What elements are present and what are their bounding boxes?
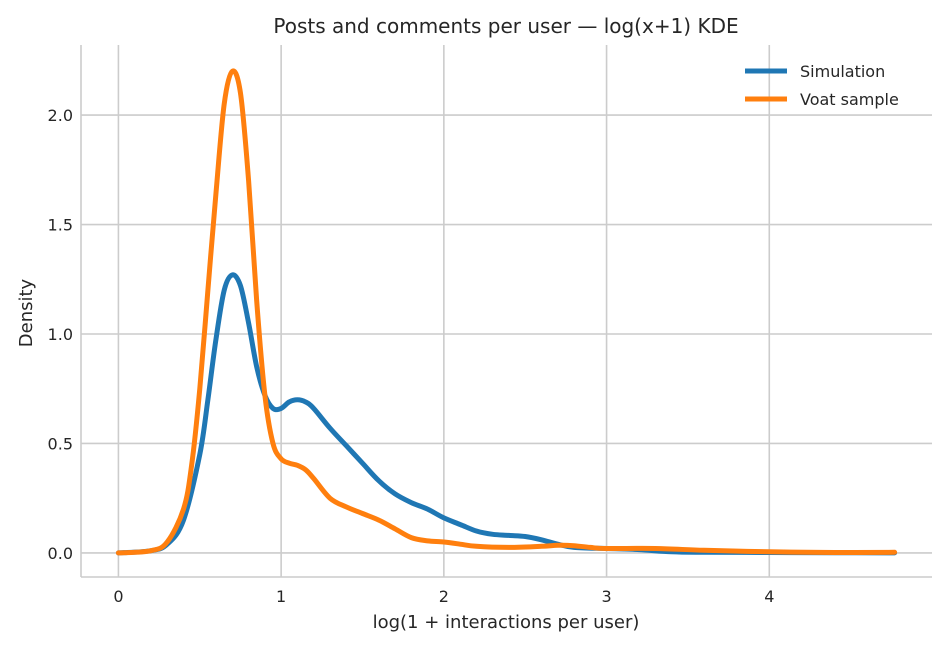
chart-title: Posts and comments per user — log(x+1) K… <box>273 14 738 38</box>
x-tick-label: 4 <box>764 587 774 606</box>
y-tick-label: 1.5 <box>48 216 73 235</box>
y-axis-title: Density <box>16 278 37 347</box>
axis-spines <box>80 45 932 578</box>
tick-labels: 0 1 2 3 4 0.0 0.5 1.0 1.5 2.0 <box>48 106 775 606</box>
x-tick-label: 3 <box>601 587 611 606</box>
series-layer <box>115 68 898 556</box>
legend-label: Simulation <box>800 62 885 81</box>
x-tick-label: 2 <box>439 587 449 606</box>
y-tick-label: 1.0 <box>48 325 73 344</box>
x-tick-label: 1 <box>276 587 286 606</box>
y-tick-label: 2.0 <box>48 106 73 125</box>
series-line-voat-sample <box>115 68 898 556</box>
x-tick-label: 0 <box>113 587 123 606</box>
legend-label: Voat sample <box>800 90 899 109</box>
grid-lines <box>81 45 932 577</box>
y-tick-label: 0.0 <box>48 544 73 563</box>
legend: Simulation Voat sample <box>745 62 899 109</box>
series-line-simulation <box>115 272 898 556</box>
y-tick-label: 0.5 <box>48 434 73 453</box>
x-axis-title: log(1 + interactions per user) <box>373 612 640 633</box>
